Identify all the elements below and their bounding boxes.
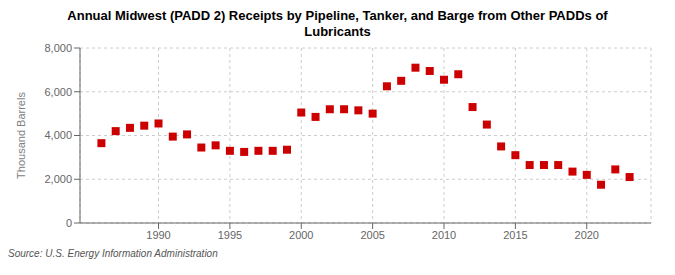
- html-text:Annual Midwest (PADD 2) Receip: Annual Midwest (PADD 2) Receipts by Pipe…: [67, 8, 608, 23]
- html-text:Lubricants: Lubricants: [304, 24, 371, 39]
- svg-text:2010: 2010: [432, 229, 456, 241]
- svg-text:1990: 1990: [146, 229, 170, 241]
- svg-text:Thousand Barrels: Thousand Barrels: [15, 92, 27, 179]
- svg-text:1995: 1995: [218, 229, 242, 241]
- svg-text:0: 0: [66, 217, 72, 229]
- svg-text:2015: 2015: [503, 229, 527, 241]
- svg-text:2005: 2005: [360, 229, 384, 241]
- html-text:Source: U.S. Energy Informatio: Source: U.S. Energy Information Administ…: [8, 248, 218, 259]
- svg-text:2020: 2020: [575, 229, 599, 241]
- svg-text:4,000: 4,000: [44, 129, 72, 141]
- svg-text:8,000: 8,000: [44, 42, 72, 54]
- svg-text:6,000: 6,000: [44, 86, 72, 98]
- svg-text:2000: 2000: [289, 229, 313, 241]
- svg-text:2,000: 2,000: [44, 173, 72, 185]
